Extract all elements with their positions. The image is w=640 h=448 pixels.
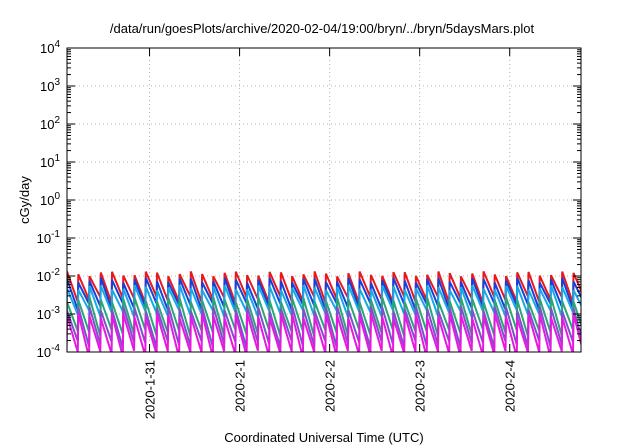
x-tick-label: 2020-2-2 [323, 360, 338, 412]
y-tick-label: 100 [40, 191, 60, 208]
y-axis: 104 103 102 101 100 10-1 10-2 10-3 10-4 [37, 39, 581, 360]
y-tick-label: 10-1 [37, 229, 61, 246]
series-group [67, 271, 581, 352]
y-tick-label: 102 [40, 115, 60, 132]
y-tick-label: 10-4 [37, 343, 61, 360]
x-axis-label: Coordinated Universal Time (UTC) [224, 430, 423, 445]
y-tick-label: 104 [40, 39, 60, 56]
y-tick-label: 10-3 [37, 305, 61, 322]
x-tick-label: 2020-2-1 [233, 360, 248, 412]
y-axis-label: cGy/day [17, 176, 32, 224]
series-line [67, 313, 581, 352]
y-tick-label: 101 [40, 153, 60, 170]
y-tick-label: 10-2 [37, 267, 61, 284]
x-tick-label: 2020-2-3 [413, 360, 428, 412]
x-tick-label: 2020-2-4 [503, 360, 518, 412]
x-axis: 2020-1-31 2020-2-1 2020-2-2 2020-2-3 2020-2-… [143, 48, 518, 419]
x-tick-label: 2020-1-31 [143, 360, 158, 419]
y-tick-label: 103 [40, 77, 60, 94]
plot-area [67, 271, 581, 352]
chart-title: /data/run/goesPlots/archive/2020-02-04/1… [110, 21, 535, 36]
